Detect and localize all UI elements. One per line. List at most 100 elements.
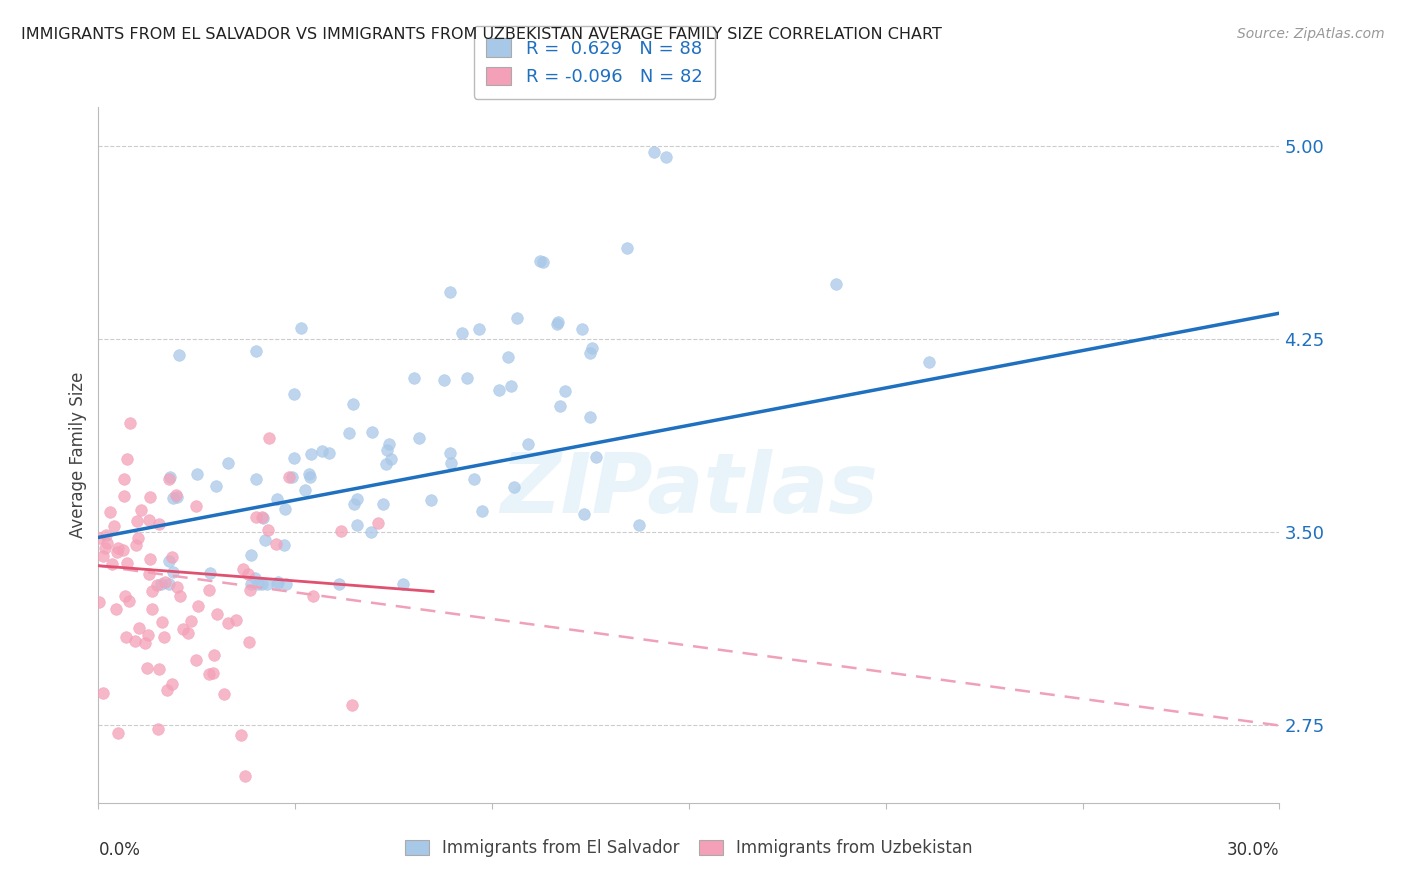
Point [138,490,160,504]
Point [299,447,322,461]
Point [529,254,551,268]
Point [571,322,593,336]
Point [96,536,118,550]
Point [150,615,173,629]
Point [283,451,305,466]
Point [340,698,363,712]
Point [360,425,382,439]
Point [146,723,169,737]
Point [245,472,267,486]
Point [240,576,263,591]
Point [366,516,388,531]
Point [402,371,425,385]
Point [456,371,478,385]
Point [655,150,678,164]
Text: 30.0%: 30.0% [1227,841,1279,859]
Point [266,574,288,589]
Point [166,490,188,504]
Text: 0.0%: 0.0% [98,841,141,859]
Point [125,514,148,528]
Point [245,509,267,524]
Point [148,517,170,532]
Point [290,321,312,335]
Point [153,574,176,589]
Point [554,384,576,398]
Point [360,525,382,540]
Point [274,502,297,516]
Point [117,451,139,466]
Point [463,473,485,487]
Point [298,469,321,483]
Point [246,576,269,591]
Point [107,725,129,739]
Point [124,538,146,552]
Point [548,399,571,413]
Point [488,384,510,398]
Point [167,348,190,362]
Point [546,317,568,331]
Point [157,472,180,486]
Point [101,558,124,572]
Point [93,541,115,555]
Point [186,499,208,513]
Point [318,445,340,459]
Point [159,576,181,591]
Point [160,549,183,564]
Point [112,472,135,486]
Point [516,437,538,451]
Point [128,621,150,635]
Point [184,653,207,667]
Point [96,528,118,542]
Point [91,549,114,563]
Point [156,683,179,698]
Point [253,533,276,547]
Legend: Immigrants from El Salvador, Immigrants from Uzbekistan: Immigrants from El Salvador, Immigrants … [399,833,979,864]
Point [264,537,287,551]
Point [87,531,110,545]
Point [616,241,638,255]
Point [470,504,492,518]
Point [280,469,302,483]
Point [440,456,463,470]
Point [392,576,415,591]
Point [162,565,184,579]
Point [112,543,135,558]
Point [159,470,181,484]
Point [135,661,157,675]
Point [257,431,280,445]
Point [343,497,366,511]
Point [118,594,141,608]
Point [243,570,266,584]
Point [104,601,127,615]
Point [233,769,256,783]
Point [202,648,225,663]
Point [105,545,128,559]
Point [250,576,273,591]
Point [337,425,360,440]
Point [87,595,110,609]
Point [98,505,121,519]
Point [172,622,194,636]
Point [202,665,225,680]
Point [129,503,152,517]
Point [138,513,160,527]
Point [138,551,160,566]
Point [177,626,200,640]
Point [91,686,114,700]
Point [371,497,394,511]
Point [250,509,273,524]
Point [643,145,665,159]
Point [419,492,441,507]
Point [162,491,184,505]
Point [103,519,125,533]
Point [198,566,221,581]
Point [585,450,607,464]
Point [207,607,229,621]
Point [229,727,252,741]
Point [239,548,262,562]
Point [328,576,350,591]
Point [204,479,226,493]
Point [107,541,129,555]
Point [266,576,288,591]
Point [136,627,159,641]
